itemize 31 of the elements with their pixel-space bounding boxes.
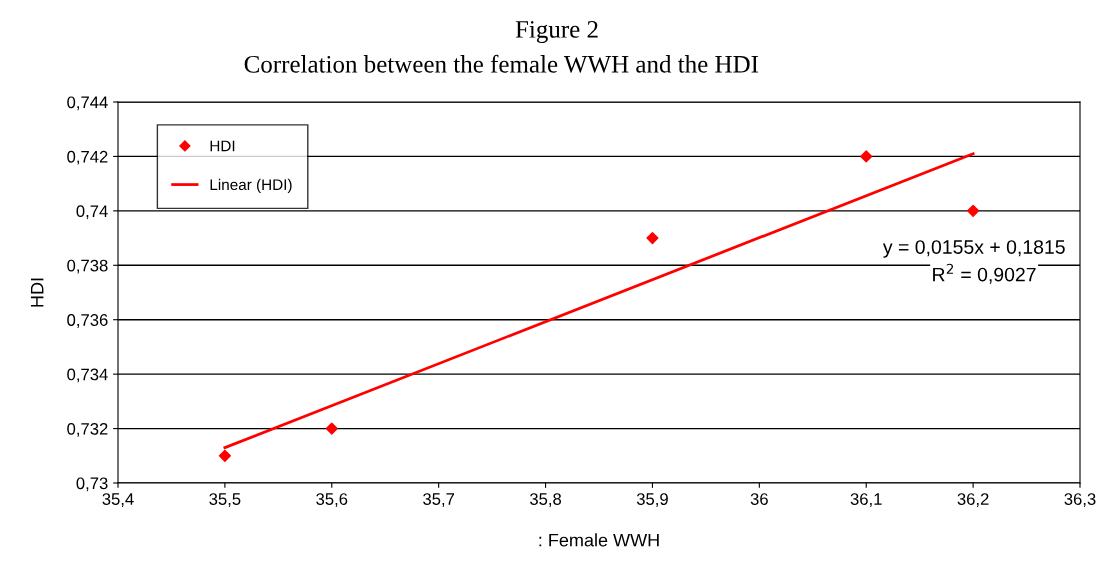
x-tick-label: 35,7 xyxy=(423,493,455,507)
point xyxy=(646,231,659,245)
x-tick-label: 36,2 xyxy=(957,493,989,507)
chart-title: Figure 2 xyxy=(515,21,598,43)
x-tick-label: 35,4 xyxy=(102,493,134,507)
y-tick-label: 0,73 xyxy=(76,477,108,492)
point xyxy=(967,204,980,217)
y-tick-label: 0,736 xyxy=(67,314,108,328)
y-tick-label: 0,74 xyxy=(76,205,108,220)
x-tick-label: 36,3 xyxy=(1064,493,1096,507)
y-tick-label: 0,744 xyxy=(67,96,108,111)
y-tick-label: 0,742 xyxy=(67,150,108,165)
y-tick-label: 0,732 xyxy=(67,422,108,437)
point xyxy=(860,150,873,163)
chart-subtitle: Correlation between the female WWH and the HDI xyxy=(244,54,759,73)
legend-label: HDI xyxy=(210,140,235,152)
x-tick-label: 36,1 xyxy=(850,493,882,507)
y-axis-title: HDI xyxy=(30,278,44,307)
annotation: y = 0,0155x + 0,1815 xyxy=(882,240,1065,258)
x-tick-label: 35,6 xyxy=(316,493,348,507)
annotation: R$^{2}$ = 0,9027 xyxy=(933,263,1036,284)
x-axis-title: : Female WWH xyxy=(539,533,659,547)
legend-label: Linear (HDI) xyxy=(210,178,292,194)
x-tick-label: 36 xyxy=(750,493,768,505)
x-tick-label: 35,8 xyxy=(529,493,562,507)
x-tick-label: 35,5 xyxy=(209,493,241,507)
y-tick-label: 0,734 xyxy=(67,368,108,383)
y-tick-label: 0,738 xyxy=(67,259,108,274)
point xyxy=(325,422,338,435)
x-tick-label: 35,9 xyxy=(636,493,668,507)
point xyxy=(218,449,231,462)
